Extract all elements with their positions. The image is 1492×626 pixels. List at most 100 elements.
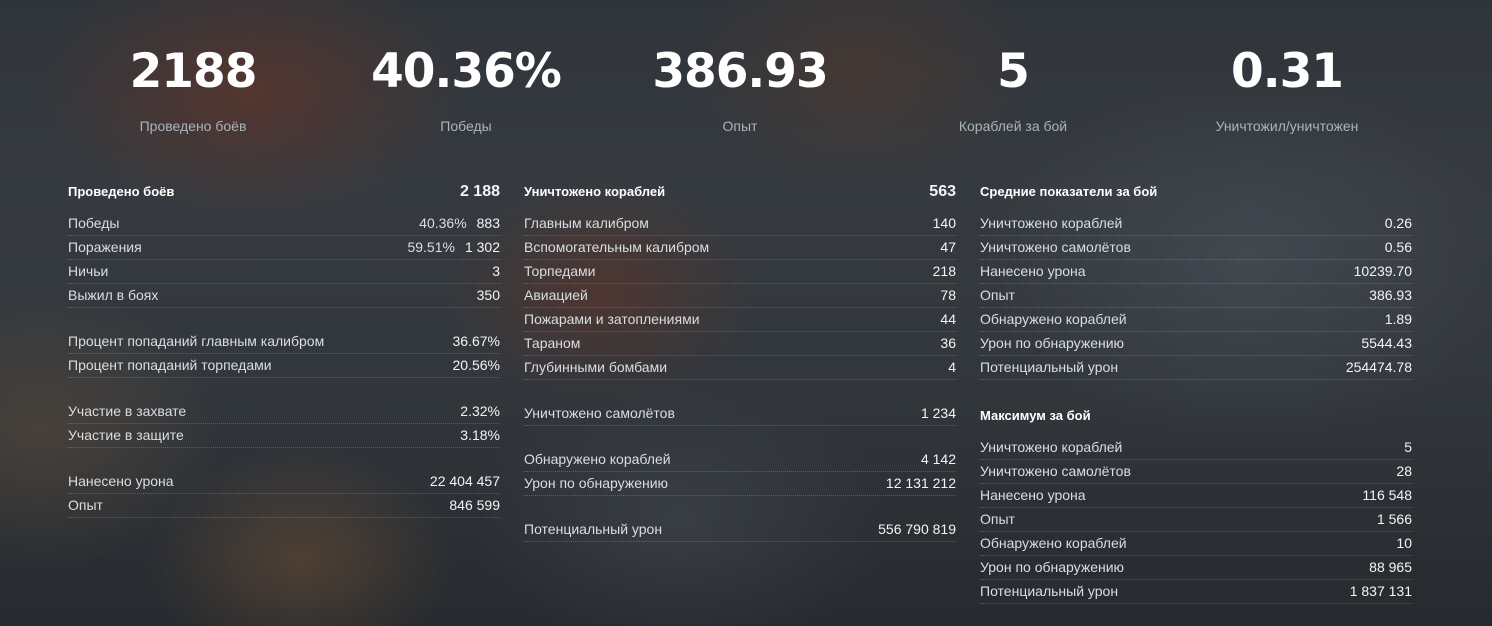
stat-label: Обнаружено кораблей bbox=[524, 451, 671, 467]
max-row-ships-spotted: Обнаружено кораблей 10 bbox=[980, 532, 1412, 556]
stat-label: Уничтожено самолётов bbox=[980, 463, 1131, 479]
stat-row-depth-charges: Глубинными бомбами 4 bbox=[524, 356, 956, 380]
stat-value: 10 bbox=[1396, 535, 1412, 551]
stat-value: 20.56% bbox=[452, 357, 500, 373]
summary-label: Опыт bbox=[722, 118, 758, 134]
stat-value: 254474.78 bbox=[1345, 359, 1412, 375]
stat-value: 1 566 bbox=[1376, 511, 1412, 527]
stat-label: Тараном bbox=[524, 335, 581, 351]
stat-row-main-battery-hit: Процент попаданий главным калибром 36.67… bbox=[68, 330, 500, 354]
stat-value: 4 142 bbox=[920, 451, 956, 467]
stat-row-torpedo-hit: Процент попаданий торпедами 20.56% bbox=[68, 354, 500, 378]
stat-row-potential-damage: Потенциальный урон 556 790 819 bbox=[524, 518, 956, 542]
stat-label: Уничтожено кораблей bbox=[980, 439, 1123, 455]
avg-row-ships-destroyed: Уничтожено кораблей 0.26 bbox=[980, 212, 1412, 236]
stat-value: 5 bbox=[1404, 439, 1412, 455]
stat-value: 2.32% bbox=[460, 403, 500, 419]
stat-row-draws: Ничьи 3 bbox=[68, 260, 500, 284]
maximum-title: Максимум за бой bbox=[980, 408, 1091, 423]
stat-label: Победы bbox=[68, 215, 120, 231]
stat-label: Потенциальный урон bbox=[980, 583, 1119, 599]
stat-row-wins: Победы 40.36% 883 bbox=[68, 212, 500, 236]
summary-label: Уничтожил/уничтожен bbox=[1215, 118, 1359, 134]
destroyed-column: Уничтожено кораблей 563 Главным калибром… bbox=[524, 178, 956, 564]
destroyed-header: Уничтожено кораблей 563 bbox=[524, 178, 956, 208]
stat-value: 350 bbox=[476, 287, 500, 303]
stat-value: 36 bbox=[940, 335, 956, 351]
stat-row-defense: Участие в защите 3.18% bbox=[68, 424, 500, 448]
max-row-ships-destroyed: Уничтожено кораблей 5 bbox=[980, 436, 1412, 460]
stat-label: Обнаружено кораблей bbox=[980, 535, 1127, 551]
stat-label: Уничтожено самолётов bbox=[980, 239, 1131, 255]
stat-value: 22 404 457 bbox=[429, 473, 500, 489]
stat-value: 846 599 bbox=[449, 497, 500, 513]
stat-row-planes-destroyed: Уничтожено самолётов 1 234 bbox=[524, 402, 956, 426]
max-row-damage: Нанесено урона 116 548 bbox=[980, 484, 1412, 508]
averages-column: Средние показатели за бой Уничтожено кор… bbox=[980, 178, 1412, 626]
destroyed-planes-group: Уничтожено самолётов 1 234 bbox=[524, 402, 956, 426]
stat-value: 556 790 819 bbox=[878, 521, 956, 537]
avg-row-ships-spotted: Обнаружено кораблей 1.89 bbox=[980, 308, 1412, 332]
stat-row-torpedoes: Торпедами 218 bbox=[524, 260, 956, 284]
stat-value: 10239.70 bbox=[1353, 263, 1412, 279]
stat-percent: 59.51% bbox=[407, 239, 455, 255]
max-row-experience: Опыт 1 566 bbox=[980, 508, 1412, 532]
summary-value: 2188 bbox=[129, 44, 258, 99]
stat-row-fires-flooding: Пожарами и затоплениями 44 bbox=[524, 308, 956, 332]
stat-label: Глубинными бомбами bbox=[524, 359, 668, 375]
avg-row-experience: Опыт 386.93 bbox=[980, 284, 1412, 308]
stat-label: Участие в захвате bbox=[68, 403, 187, 419]
stat-value: 28 bbox=[1396, 463, 1412, 479]
destroyed-header-value: 563 bbox=[929, 183, 956, 200]
stat-label: Нанесено урона bbox=[980, 263, 1086, 279]
stat-value: 386.93 bbox=[1369, 287, 1412, 303]
maximum-group: Уничтожено кораблей 5 Уничтожено самолёт… bbox=[980, 436, 1412, 604]
stat-row-ramming: Тараном 36 bbox=[524, 332, 956, 356]
stat-label: Уничтожено кораблей bbox=[980, 215, 1123, 231]
stat-value: 0.56 bbox=[1384, 239, 1412, 255]
stat-label: Уничтожено самолётов bbox=[524, 405, 675, 421]
stat-row-ships-spotted: Обнаружено кораблей 4 142 bbox=[524, 448, 956, 472]
stat-value: 5544.43 bbox=[1361, 335, 1412, 351]
summary-ships-per-battle: 5 Кораблей за бой bbox=[873, 40, 1153, 134]
summary-value: 386.93 bbox=[652, 44, 828, 99]
stat-percent: 40.36% bbox=[419, 215, 467, 231]
stat-value: 1 837 131 bbox=[1349, 583, 1412, 599]
stat-value: 47 bbox=[940, 239, 956, 255]
max-row-spotting-damage: Урон по обнаружению 88 965 bbox=[980, 556, 1412, 580]
stat-value: 88 965 bbox=[1369, 559, 1412, 575]
max-row-planes-destroyed: Уничтожено самолётов 28 bbox=[980, 460, 1412, 484]
summary-kd-ratio: 0.31 Уничтожил/уничтожен bbox=[1147, 40, 1427, 134]
summary-label: Победы bbox=[440, 118, 492, 134]
summary-label: Проведено боёв bbox=[139, 118, 247, 134]
stat-label: Ничьи bbox=[68, 263, 109, 279]
stat-label: Нанесено урона bbox=[68, 473, 174, 489]
summary-wins: 40.36% Победы bbox=[326, 40, 606, 134]
stat-label: Урон по обнаружению bbox=[980, 559, 1125, 575]
stat-label: Процент попаданий главным калибром bbox=[68, 333, 325, 349]
battles-totals-group: Нанесено урона 22 404 457 Опыт 846 599 bbox=[68, 470, 500, 518]
stat-row-defeats: Поражения 59.51% 1 302 bbox=[68, 236, 500, 260]
stat-label: Потенциальный урон bbox=[980, 359, 1119, 375]
battles-accuracy-group: Процент попаданий главным калибром 36.67… bbox=[68, 330, 500, 378]
destroyed-spotting-group: Обнаружено кораблей 4 142 Урон по обнару… bbox=[524, 448, 956, 496]
stat-row-survived: Выжил в боях 350 bbox=[68, 284, 500, 308]
destroyed-by-type-group: Главным калибром 140 Вспомогательным кал… bbox=[524, 212, 956, 380]
destroyed-potential-group: Потенциальный урон 556 790 819 bbox=[524, 518, 956, 542]
destroyed-header-label: Уничтожено кораблей bbox=[524, 184, 666, 199]
stat-row-experience: Опыт 846 599 bbox=[68, 494, 500, 518]
stat-row-spotting-damage: Урон по обнаружению 12 131 212 bbox=[524, 472, 956, 496]
stat-label: Урон по обнаружению bbox=[980, 335, 1125, 351]
stat-label: Обнаружено кораблей bbox=[980, 311, 1127, 327]
stat-label: Торпедами bbox=[524, 263, 596, 279]
battles-base-group: Участие в захвате 2.32% Участие в защите… bbox=[68, 400, 500, 448]
summary-label: Кораблей за бой bbox=[958, 118, 1068, 134]
avg-row-damage: Нанесено урона 10239.70 bbox=[980, 260, 1412, 284]
battles-column: Проведено боёв 2 188 Победы 40.36% 883 П… bbox=[68, 178, 500, 540]
avg-row-planes-destroyed: Уничтожено самолётов 0.56 bbox=[980, 236, 1412, 260]
stat-label: Участие в защите bbox=[68, 427, 184, 443]
stat-value: 78 bbox=[940, 287, 956, 303]
battles-results-group: Победы 40.36% 883 Поражения 59.51% 1 302… bbox=[68, 212, 500, 308]
summary-stats: 2188 Проведено боёв 40.36% Победы 386.93… bbox=[0, 40, 1492, 140]
stat-value: 3.18% bbox=[460, 427, 500, 443]
